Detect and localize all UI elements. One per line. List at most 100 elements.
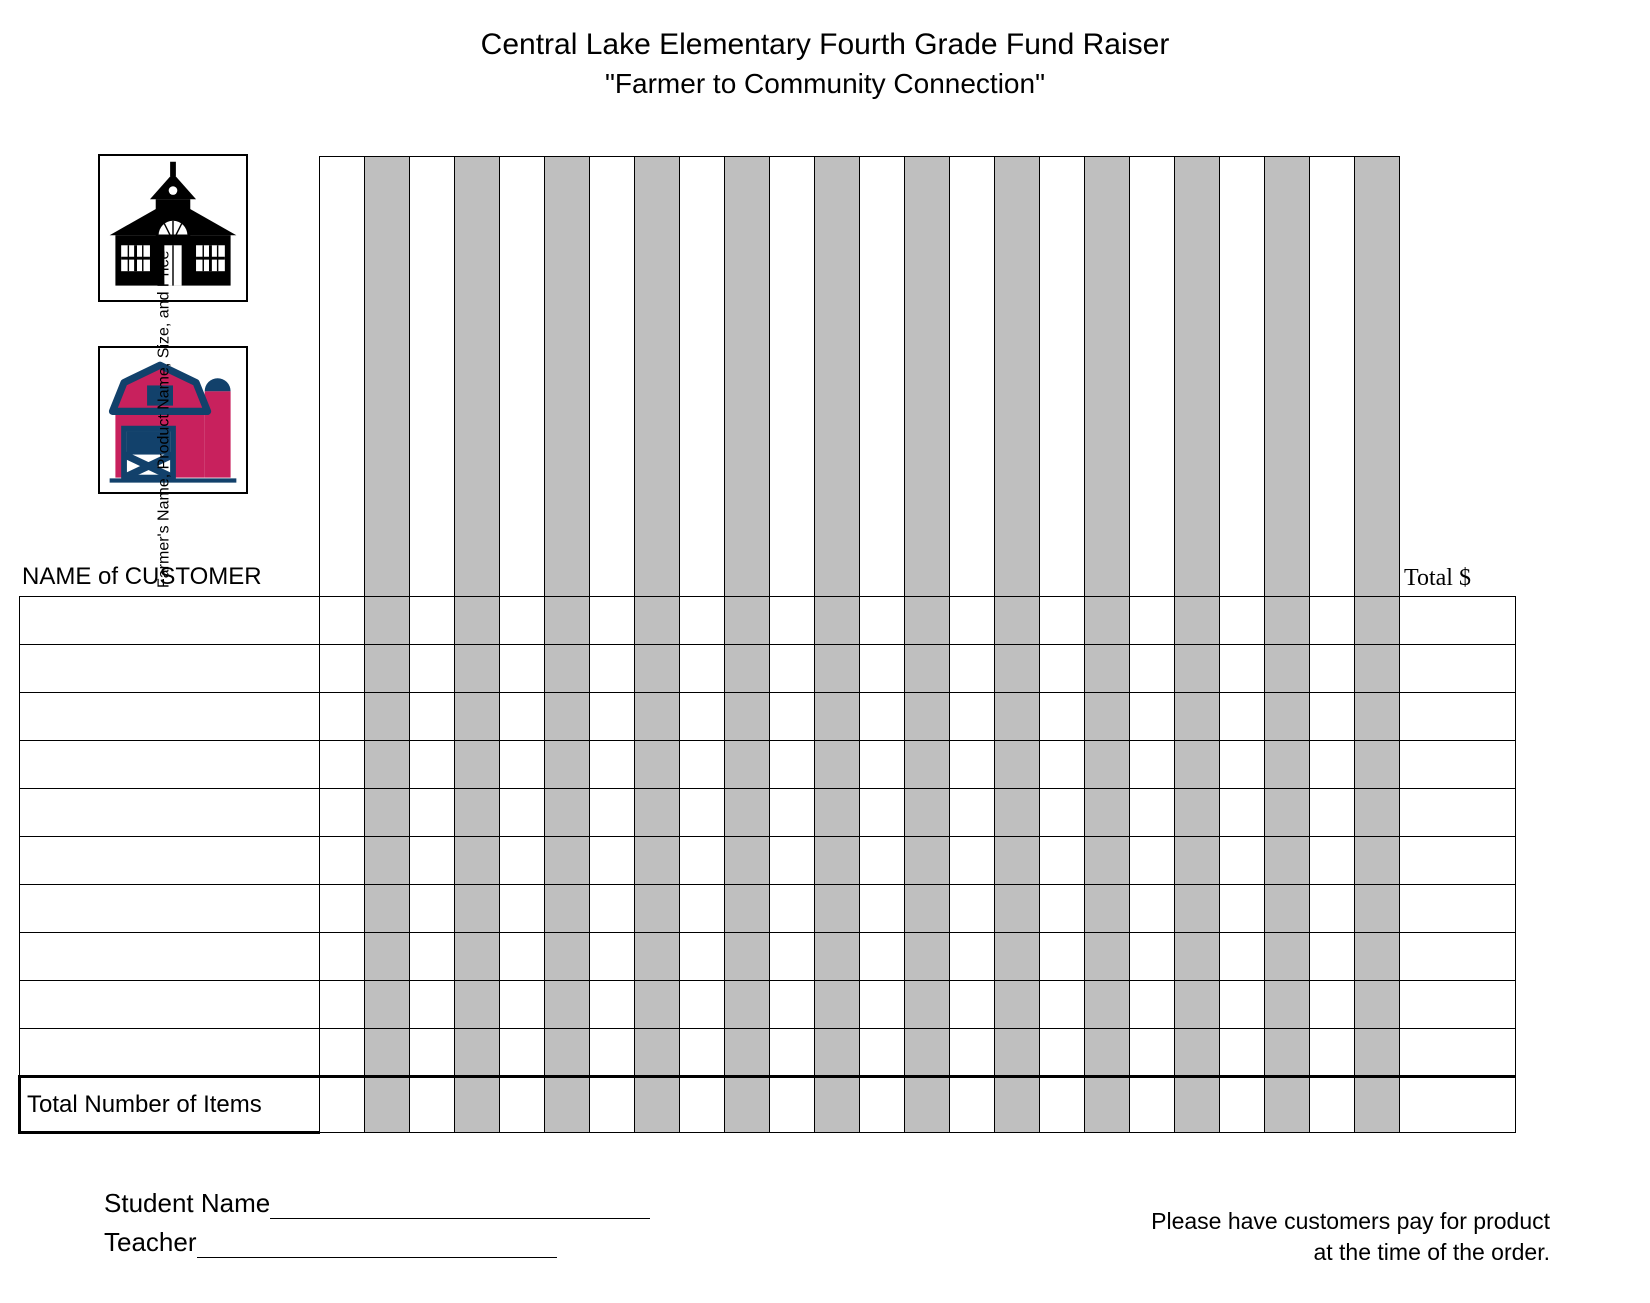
customer-name-cell[interactable] <box>20 933 320 981</box>
order-qty-cell[interactable] <box>500 885 545 933</box>
order-qty-cell[interactable] <box>1310 693 1355 741</box>
order-qty-cell[interactable] <box>1175 885 1220 933</box>
order-qty-cell[interactable] <box>1130 645 1175 693</box>
order-qty-cell[interactable] <box>365 981 410 1029</box>
order-qty-cell[interactable] <box>410 645 455 693</box>
order-qty-cell[interactable] <box>1130 693 1175 741</box>
order-qty-cell[interactable] <box>1040 1029 1085 1077</box>
order-qty-cell[interactable] <box>680 693 725 741</box>
row-total-cell[interactable] <box>1400 837 1516 885</box>
order-qty-cell[interactable] <box>725 741 770 789</box>
order-qty-cell[interactable] <box>1355 885 1400 933</box>
order-qty-cell[interactable] <box>590 789 635 837</box>
order-qty-cell[interactable] <box>1310 1029 1355 1077</box>
order-qty-cell[interactable] <box>950 741 995 789</box>
order-qty-cell[interactable] <box>770 1029 815 1077</box>
row-total-cell[interactable] <box>1400 1029 1516 1077</box>
order-qty-cell[interactable] <box>680 789 725 837</box>
order-qty-cell[interactable] <box>1265 981 1310 1029</box>
order-qty-cell[interactable] <box>680 933 725 981</box>
order-qty-cell[interactable] <box>1130 597 1175 645</box>
order-qty-cell[interactable] <box>635 789 680 837</box>
order-qty-cell[interactable] <box>635 837 680 885</box>
column-total-cell[interactable] <box>860 1077 905 1133</box>
order-qty-cell[interactable] <box>545 741 590 789</box>
order-qty-cell[interactable] <box>545 981 590 1029</box>
order-qty-cell[interactable] <box>320 837 365 885</box>
order-qty-cell[interactable] <box>905 597 950 645</box>
row-total-cell[interactable] <box>1400 741 1516 789</box>
column-total-cell[interactable] <box>1355 1077 1400 1133</box>
order-qty-cell[interactable] <box>1040 597 1085 645</box>
order-qty-cell[interactable] <box>815 837 860 885</box>
order-qty-cell[interactable] <box>590 1029 635 1077</box>
order-qty-cell[interactable] <box>1265 693 1310 741</box>
column-total-cell[interactable] <box>365 1077 410 1133</box>
order-qty-cell[interactable] <box>815 981 860 1029</box>
order-qty-cell[interactable] <box>545 1029 590 1077</box>
order-qty-cell[interactable] <box>1175 741 1220 789</box>
row-total-cell[interactable] <box>1400 597 1516 645</box>
order-qty-cell[interactable] <box>725 1029 770 1077</box>
order-qty-cell[interactable] <box>320 1029 365 1077</box>
order-qty-cell[interactable] <box>1175 645 1220 693</box>
order-qty-cell[interactable] <box>1220 693 1265 741</box>
order-qty-cell[interactable] <box>500 933 545 981</box>
order-qty-cell[interactable] <box>1130 741 1175 789</box>
order-qty-cell[interactable] <box>1085 837 1130 885</box>
order-qty-cell[interactable] <box>1220 597 1265 645</box>
column-total-cell[interactable] <box>1130 1077 1175 1133</box>
order-qty-cell[interactable] <box>1040 885 1085 933</box>
order-qty-cell[interactable] <box>725 837 770 885</box>
order-qty-cell[interactable] <box>635 645 680 693</box>
order-qty-cell[interactable] <box>1040 693 1085 741</box>
customer-name-cell[interactable] <box>20 837 320 885</box>
order-qty-cell[interactable] <box>1220 933 1265 981</box>
column-total-cell[interactable] <box>1175 1077 1220 1133</box>
order-qty-cell[interactable] <box>770 933 815 981</box>
order-qty-cell[interactable] <box>590 741 635 789</box>
order-qty-cell[interactable] <box>365 789 410 837</box>
order-qty-cell[interactable] <box>545 933 590 981</box>
order-qty-cell[interactable] <box>545 789 590 837</box>
order-qty-cell[interactable] <box>455 1029 500 1077</box>
order-qty-cell[interactable] <box>635 693 680 741</box>
order-qty-cell[interactable] <box>1085 933 1130 981</box>
order-qty-cell[interactable] <box>1040 741 1085 789</box>
order-qty-cell[interactable] <box>1175 789 1220 837</box>
customer-name-cell[interactable] <box>20 693 320 741</box>
order-qty-cell[interactable] <box>1040 789 1085 837</box>
order-qty-cell[interactable] <box>410 1029 455 1077</box>
order-qty-cell[interactable] <box>1355 597 1400 645</box>
order-qty-cell[interactable] <box>1265 741 1310 789</box>
order-qty-cell[interactable] <box>860 597 905 645</box>
order-qty-cell[interactable] <box>905 645 950 693</box>
order-qty-cell[interactable] <box>365 645 410 693</box>
column-total-cell[interactable] <box>455 1077 500 1133</box>
order-qty-cell[interactable] <box>635 597 680 645</box>
order-qty-cell[interactable] <box>1310 789 1355 837</box>
order-qty-cell[interactable] <box>545 885 590 933</box>
order-qty-cell[interactable] <box>545 597 590 645</box>
order-qty-cell[interactable] <box>635 1029 680 1077</box>
column-total-cell[interactable] <box>320 1077 365 1133</box>
order-qty-cell[interactable] <box>1355 789 1400 837</box>
order-qty-cell[interactable] <box>770 981 815 1029</box>
customer-name-cell[interactable] <box>20 741 320 789</box>
order-qty-cell[interactable] <box>1310 645 1355 693</box>
order-qty-cell[interactable] <box>905 933 950 981</box>
order-qty-cell[interactable] <box>680 1029 725 1077</box>
order-qty-cell[interactable] <box>770 741 815 789</box>
customer-name-cell[interactable] <box>20 597 320 645</box>
order-qty-cell[interactable] <box>500 693 545 741</box>
order-qty-cell[interactable] <box>1085 1029 1130 1077</box>
order-qty-cell[interactable] <box>680 885 725 933</box>
order-qty-cell[interactable] <box>905 981 950 1029</box>
order-qty-cell[interactable] <box>770 885 815 933</box>
order-qty-cell[interactable] <box>1355 933 1400 981</box>
order-qty-cell[interactable] <box>950 789 995 837</box>
order-qty-cell[interactable] <box>1085 693 1130 741</box>
order-qty-cell[interactable] <box>1220 789 1265 837</box>
order-qty-cell[interactable] <box>365 837 410 885</box>
column-total-cell[interactable] <box>680 1077 725 1133</box>
